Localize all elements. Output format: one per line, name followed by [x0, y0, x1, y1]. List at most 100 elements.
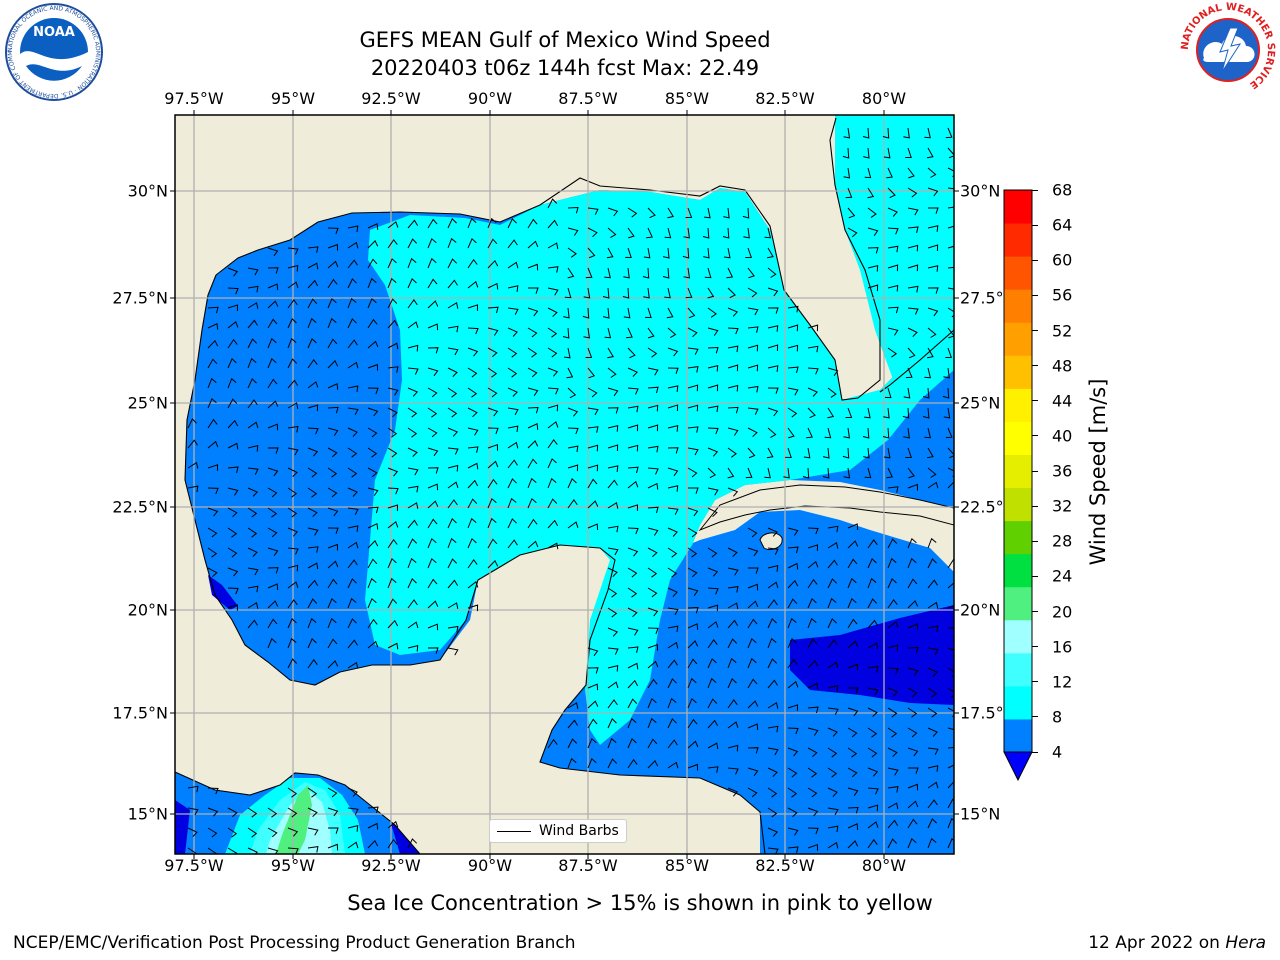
wind-barb [387, 577, 397, 589]
wind-barb [647, 587, 658, 598]
wind-barb [887, 207, 898, 217]
wind-barb [907, 327, 918, 338]
wind-barb [867, 598, 878, 609]
wind-barb [507, 459, 518, 469]
wind-barb [347, 841, 359, 849]
wind-barb [787, 387, 799, 396]
wind-barb [647, 327, 655, 339]
wind-barb [747, 344, 759, 352]
colorbar-tick-label: 52 [1052, 321, 1073, 340]
wind-barb [807, 659, 819, 669]
wind-barb [727, 567, 739, 576]
wind-barb [707, 547, 718, 558]
wind-barb [467, 427, 479, 436]
wind-barb [227, 304, 239, 312]
colorbar-tick-mark [1032, 751, 1038, 753]
wind-barb [862, 127, 870, 139]
wind-barb [527, 327, 538, 338]
lon-label-top: 95°W [270, 89, 316, 108]
wind-barb [367, 447, 378, 458]
wind-barb [487, 478, 498, 489]
wind-barb [187, 827, 198, 837]
wind-barb [367, 806, 379, 814]
wind-barb [727, 744, 739, 752]
wind-barb [427, 578, 438, 589]
wind-barb [627, 444, 639, 452]
wind-barb [907, 264, 919, 272]
wind-barb [787, 598, 798, 609]
wind-barb [447, 367, 458, 377]
wind-barb [887, 621, 899, 629]
nws-logo: NATIONAL WEATHER SERVICE [1180, 2, 1276, 98]
wind-barb [627, 698, 638, 709]
wind-barb [887, 245, 899, 253]
wind-barb [267, 827, 278, 838]
wind-barb [287, 787, 298, 798]
wind-barb [387, 487, 399, 495]
wind-barb [623, 267, 630, 279]
wind-barb [843, 127, 851, 139]
wind-barb [647, 738, 658, 749]
wind-barb [887, 538, 898, 549]
wind-barb [567, 757, 577, 769]
svg-text:NOAA: NOAA [33, 25, 75, 40]
wind-barb [207, 358, 218, 369]
wind-barb [247, 444, 259, 452]
wind-barb [607, 627, 619, 637]
wind-barb [307, 317, 317, 329]
wind-barb [527, 263, 539, 271]
wind-barb [867, 264, 879, 272]
wind-barb [247, 378, 257, 389]
wind-barb [807, 827, 819, 835]
wind-barb [767, 658, 778, 669]
colorbar-tick-label: 64 [1052, 215, 1073, 235]
wind-barb [267, 807, 278, 818]
wind-barb [587, 227, 598, 238]
lon-label-bottom: 90°W [467, 856, 513, 875]
wind-barb [267, 247, 279, 257]
wind-barb [467, 580, 479, 589]
wind-barb [807, 617, 817, 629]
wind-barb [847, 663, 859, 671]
wind-barb [567, 521, 579, 529]
wind-barb [927, 265, 939, 272]
wind-barb [467, 347, 479, 357]
wind-barb [347, 259, 358, 269]
colorbar-tick-mark [1032, 400, 1038, 402]
wind-barb [867, 227, 879, 236]
wind-barb [527, 423, 539, 430]
wind-barb [927, 818, 937, 829]
wind-barb [487, 538, 498, 549]
wind-barb [467, 517, 477, 529]
wind-barb [907, 667, 919, 676]
wind-barb [707, 621, 719, 629]
wind-barb [547, 542, 559, 550]
wind-barb [905, 447, 913, 458]
wind-barb [887, 838, 898, 849]
wind-barb [627, 717, 637, 729]
wind-barb [387, 238, 398, 249]
wind-barb [187, 418, 197, 429]
wind-barb [267, 400, 279, 409]
wind-barb [683, 227, 690, 239]
wind-barb [707, 287, 715, 299]
wind-barb [843, 167, 851, 179]
wind-barb [787, 562, 799, 570]
colorbar-tick-mark [1032, 681, 1038, 683]
wind-barb [307, 487, 318, 498]
wind-barb [247, 357, 257, 369]
wind-barb [627, 527, 639, 535]
wind-barb [667, 467, 679, 477]
wind-barb [947, 605, 954, 609]
wind-barb [627, 646, 639, 653]
wind-barb [907, 623, 919, 630]
wind-barb [587, 407, 599, 416]
wind-barb [947, 582, 954, 589]
wind-barb [827, 767, 838, 778]
wind-barb [707, 587, 719, 595]
wind-barb [227, 442, 239, 450]
wind-barb [347, 385, 359, 392]
wind-barb [247, 807, 258, 818]
wind-barb [803, 447, 811, 459]
wind-barb [307, 246, 319, 253]
